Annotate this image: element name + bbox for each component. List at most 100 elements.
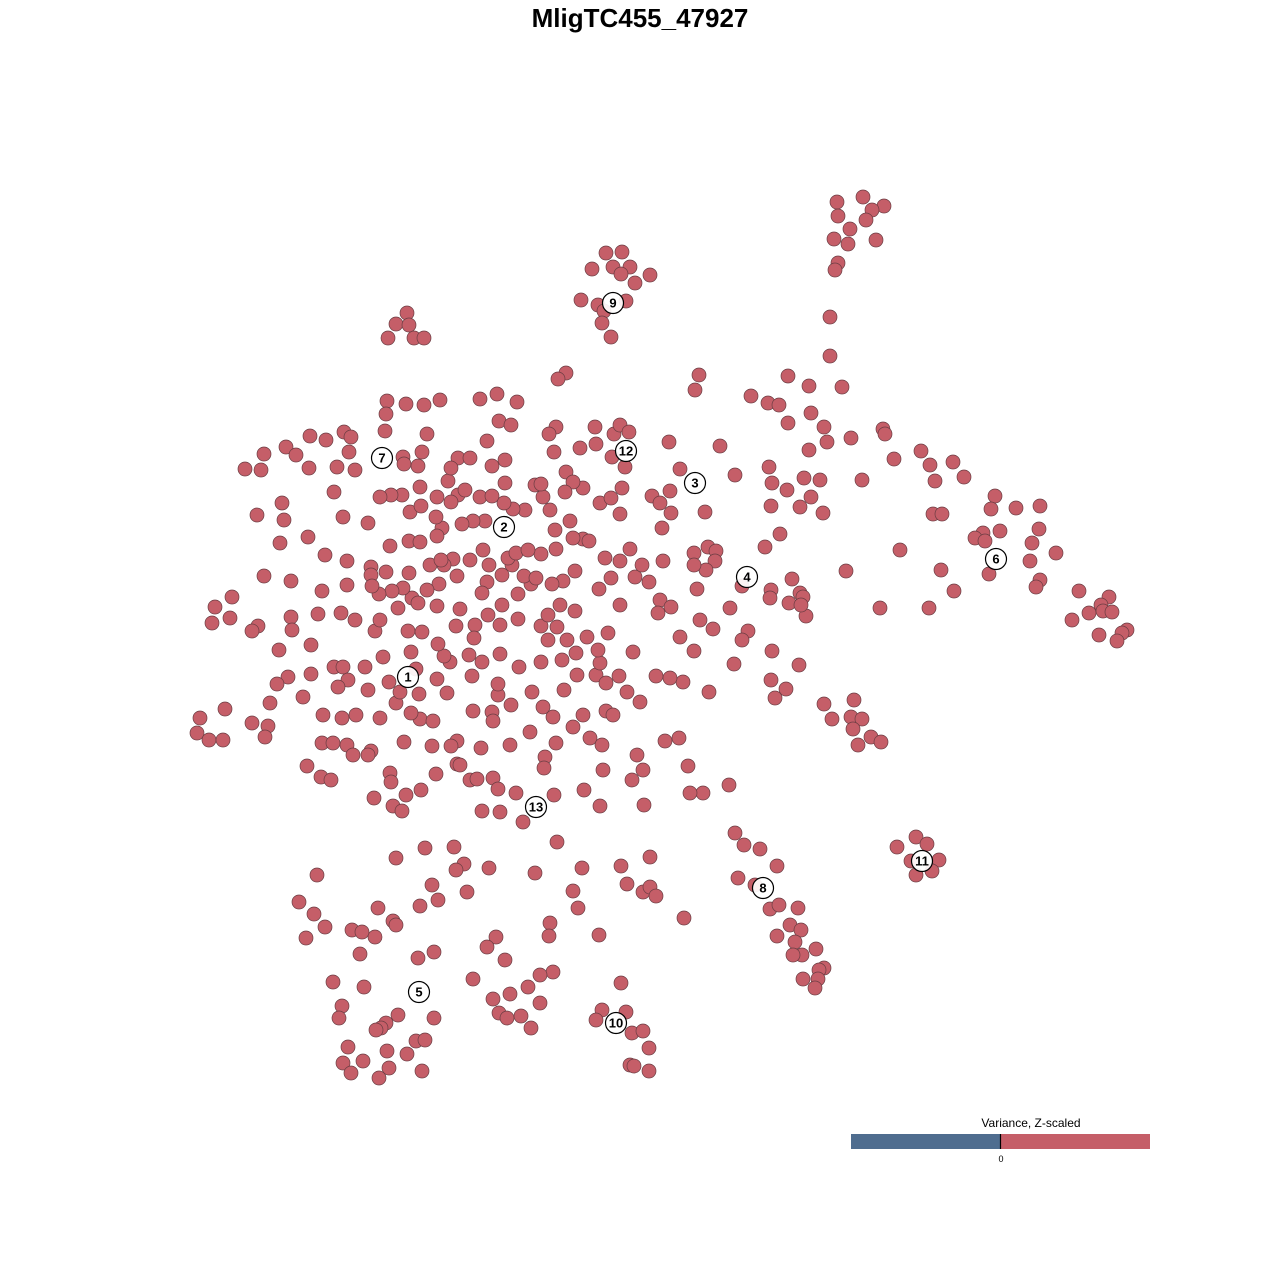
data-point bbox=[569, 667, 585, 683]
data-point bbox=[412, 534, 428, 550]
data-point bbox=[429, 528, 445, 544]
data-point bbox=[648, 888, 664, 904]
data-point bbox=[619, 684, 635, 700]
data-point bbox=[352, 946, 368, 962]
data-point bbox=[793, 922, 809, 938]
data-point bbox=[388, 917, 404, 933]
data-point bbox=[490, 781, 506, 797]
data-point bbox=[636, 797, 652, 813]
data-point bbox=[921, 600, 937, 616]
data-point bbox=[295, 689, 311, 705]
data-point bbox=[892, 542, 908, 558]
data-point bbox=[330, 679, 346, 695]
data-point bbox=[511, 659, 527, 675]
data-point bbox=[403, 644, 419, 660]
legend: Variance, Z-scaled 0 bbox=[851, 1116, 1150, 1164]
data-point bbox=[707, 553, 723, 569]
data-point bbox=[603, 329, 619, 345]
data-point bbox=[845, 721, 861, 737]
cluster-label-6: 6 bbox=[984, 547, 1008, 571]
cluster-label-11: 11 bbox=[910, 849, 934, 873]
data-point bbox=[588, 436, 604, 452]
data-point bbox=[288, 447, 304, 463]
data-point bbox=[627, 275, 643, 291]
cluster-label-badge bbox=[524, 795, 548, 819]
data-point bbox=[992, 523, 1008, 539]
data-point bbox=[671, 730, 687, 746]
data-point bbox=[492, 617, 508, 633]
data-point bbox=[919, 836, 935, 852]
data-point bbox=[457, 482, 473, 498]
data-point bbox=[331, 1010, 347, 1026]
cluster-label-text: 8 bbox=[759, 881, 766, 896]
data-point bbox=[462, 450, 478, 466]
data-point bbox=[432, 392, 448, 408]
data-point bbox=[484, 458, 500, 474]
data-point bbox=[341, 444, 357, 460]
data-point bbox=[612, 506, 628, 522]
data-point bbox=[908, 829, 924, 845]
data-point bbox=[323, 772, 339, 788]
data-point bbox=[552, 597, 568, 613]
data-point bbox=[381, 674, 397, 690]
data-point bbox=[360, 515, 376, 531]
data-point bbox=[262, 695, 278, 711]
data-point bbox=[816, 696, 832, 712]
data-point bbox=[945, 454, 961, 470]
data-point bbox=[889, 839, 905, 855]
data-point bbox=[598, 675, 614, 691]
data-point bbox=[302, 428, 318, 444]
data-point bbox=[310, 606, 326, 622]
data-point bbox=[515, 814, 531, 830]
data-point bbox=[448, 862, 464, 878]
data-point bbox=[558, 464, 574, 480]
data-point bbox=[412, 479, 428, 495]
data-point bbox=[689, 581, 705, 597]
data-point bbox=[392, 684, 408, 700]
data-point bbox=[207, 599, 223, 615]
data-point bbox=[594, 737, 610, 753]
data-point bbox=[854, 711, 870, 727]
data-point bbox=[283, 573, 299, 589]
data-point bbox=[642, 849, 658, 865]
data-point bbox=[550, 371, 566, 387]
data-point bbox=[595, 762, 611, 778]
data-point bbox=[473, 740, 489, 756]
data-point bbox=[497, 475, 513, 491]
points-layer bbox=[189, 189, 1135, 1086]
data-point bbox=[300, 529, 316, 545]
data-point bbox=[298, 930, 314, 946]
data-point bbox=[357, 659, 373, 675]
data-point bbox=[527, 865, 543, 881]
data-point bbox=[367, 929, 383, 945]
data-point bbox=[603, 570, 619, 586]
data-point bbox=[340, 672, 356, 688]
data-point bbox=[727, 825, 743, 841]
cluster-label-text: 3 bbox=[691, 476, 698, 491]
data-point bbox=[398, 396, 414, 412]
data-point bbox=[588, 1012, 604, 1028]
data-point bbox=[490, 676, 506, 692]
data-point bbox=[812, 472, 828, 488]
data-point bbox=[834, 379, 850, 395]
data-point bbox=[598, 245, 614, 261]
cluster-label-text: 9 bbox=[609, 296, 616, 311]
data-point bbox=[769, 928, 785, 944]
data-point bbox=[541, 928, 557, 944]
data-point bbox=[614, 480, 630, 496]
data-point bbox=[676, 910, 692, 926]
cluster-label-text: 7 bbox=[378, 451, 385, 466]
data-point bbox=[1091, 627, 1107, 643]
data-point bbox=[401, 317, 417, 333]
data-point bbox=[672, 461, 688, 477]
data-point bbox=[574, 860, 590, 876]
data-point bbox=[621, 424, 637, 440]
data-point bbox=[838, 563, 854, 579]
data-point bbox=[510, 611, 526, 627]
data-point bbox=[795, 971, 811, 987]
data-point bbox=[413, 498, 429, 514]
data-point bbox=[356, 979, 372, 995]
data-point bbox=[317, 547, 333, 563]
data-point bbox=[396, 734, 412, 750]
data-point bbox=[650, 605, 666, 621]
